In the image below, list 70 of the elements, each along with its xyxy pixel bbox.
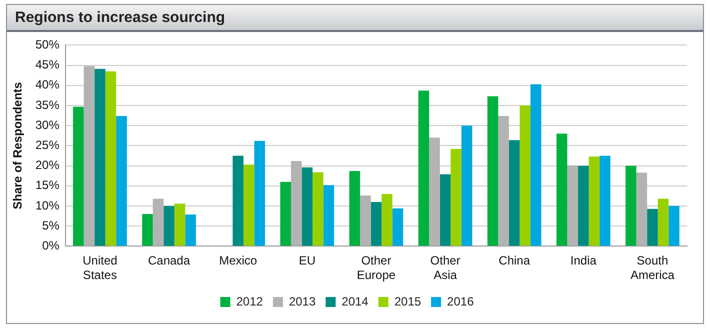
bar xyxy=(461,126,472,246)
y-tick-label: 40% xyxy=(35,78,60,92)
x-tick-label: EU xyxy=(298,254,316,268)
y-tick-label: 20% xyxy=(35,158,60,172)
bar xyxy=(520,106,530,246)
bar xyxy=(290,160,302,246)
bar xyxy=(349,171,360,246)
bar xyxy=(84,66,95,246)
bar xyxy=(174,204,186,246)
bar xyxy=(382,194,392,246)
y-tick-label: 35% xyxy=(35,98,60,112)
x-tick-label: United States xyxy=(82,254,118,282)
y-tick-label: 45% xyxy=(35,58,60,72)
bar xyxy=(626,166,636,246)
legend-label: 2014 xyxy=(342,294,369,308)
y-tick-label: 25% xyxy=(35,138,60,152)
bar xyxy=(370,202,382,246)
bar xyxy=(94,68,106,246)
bar xyxy=(429,138,440,246)
bar xyxy=(530,84,542,246)
bar xyxy=(312,172,324,246)
legend-label: 2012 xyxy=(236,294,264,308)
bar xyxy=(636,172,648,246)
bar xyxy=(647,208,658,246)
bar xyxy=(392,208,404,246)
bar xyxy=(360,196,371,246)
bar xyxy=(668,206,680,246)
bar xyxy=(487,96,498,246)
bar xyxy=(556,134,568,246)
bar xyxy=(418,90,430,246)
x-tick-label: Canada xyxy=(148,254,190,268)
bar xyxy=(164,206,174,246)
bar xyxy=(185,214,196,246)
bar xyxy=(440,174,451,246)
y-tick-label: 0% xyxy=(42,238,60,253)
x-tick-label: Other Asia xyxy=(430,254,460,282)
y-tick-label: 10% xyxy=(35,198,60,212)
y-axis-title: Share of Respondents xyxy=(10,82,25,210)
bar xyxy=(152,198,164,246)
x-tick-label: Other Europe xyxy=(356,254,396,282)
bar xyxy=(254,140,266,246)
legend-label: 2013 xyxy=(288,294,316,308)
bar xyxy=(116,116,127,246)
bar xyxy=(498,116,509,246)
x-tick-label: South America xyxy=(630,254,675,282)
bar xyxy=(142,214,153,246)
legend-label: 2015 xyxy=(394,294,422,308)
bar xyxy=(280,182,291,246)
y-tick-label: 30% xyxy=(35,118,60,132)
bar xyxy=(588,156,600,246)
bar xyxy=(450,148,462,246)
bar xyxy=(105,71,116,246)
bar xyxy=(232,156,244,246)
bar xyxy=(73,106,84,246)
x-tick-label: China xyxy=(498,254,530,268)
x-tick-label: India xyxy=(570,254,597,268)
y-tick-label: 50% xyxy=(35,38,60,52)
bar xyxy=(600,156,610,246)
bar xyxy=(658,198,669,246)
bar xyxy=(323,185,334,246)
y-tick-label: 15% xyxy=(35,178,60,192)
legend-label: 2016 xyxy=(447,294,474,308)
bar xyxy=(508,140,520,246)
x-tick-label: Mexico xyxy=(219,254,258,268)
bar xyxy=(243,164,254,246)
chart-title: Regions to increase sourcing xyxy=(7,5,703,32)
y-tick-label: 5% xyxy=(42,218,60,232)
bar xyxy=(578,166,589,246)
bar xyxy=(302,167,313,246)
bar xyxy=(567,165,578,246)
